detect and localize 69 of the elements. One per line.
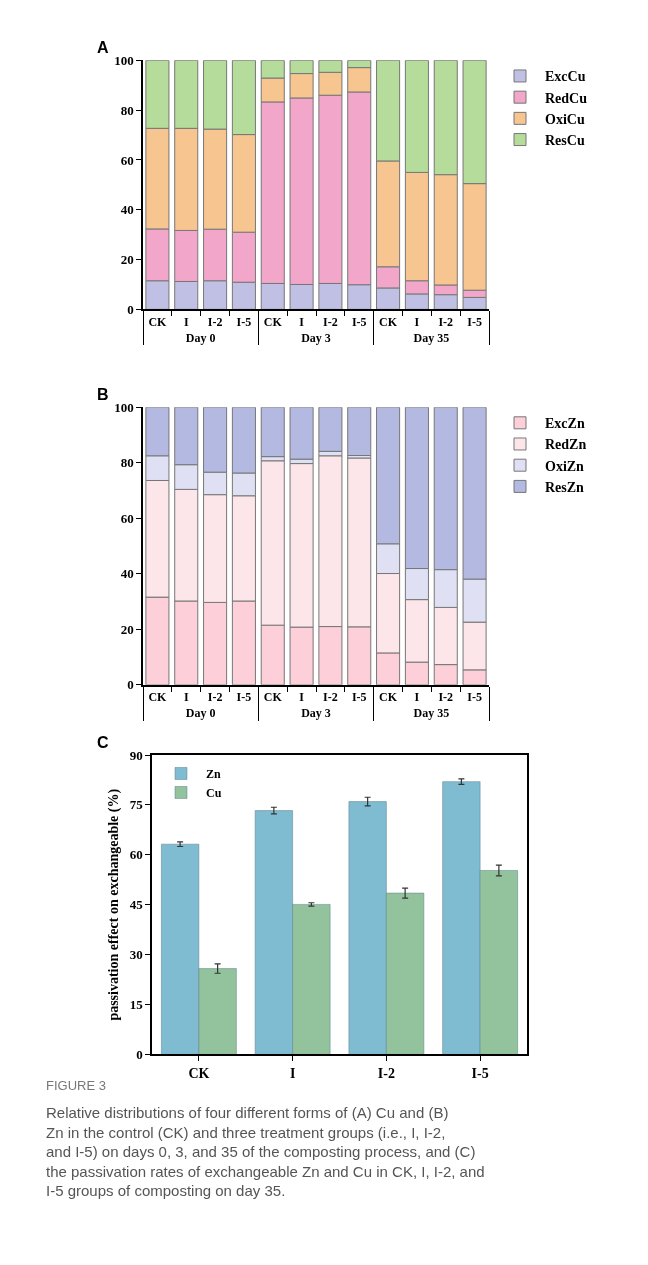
y-tick-label: 30 [129,947,143,963]
y-tick-label: 20 [120,252,134,268]
x-tick-label: I-2 [438,314,454,329]
text: Day 3 [301,330,331,345]
text: Day 3 [301,706,331,721]
y-tick-label: 80 [120,102,134,118]
y-tick-label: 15 [129,997,144,1013]
y-axis-title: passivation effect on exchangeable (%) [105,788,122,1021]
y-tick-label: 0 [127,301,134,317]
y-tick-label: 60 [120,152,134,168]
y-tick-label: 100 [114,399,134,415]
x-tick-label: I-2 [207,690,223,705]
y-tick-label: 60 [120,510,134,526]
y-tick-label: 90 [129,747,143,763]
chart-title: A [97,39,109,56]
x-tick-label: CK [148,690,168,705]
caption: FIGURE 3 [46,1078,106,1093]
x-tick-label: I-5 [236,690,252,705]
x-tick-label: CK [379,690,398,705]
x-tick-label: I-2 [323,314,338,329]
y-tick-label: 80 [120,455,134,471]
y-tick-label: 0 [127,677,134,693]
y-tick-label: 20 [120,621,134,637]
chart-title: C [97,734,109,751]
x-tick-label: I-5 [351,690,367,705]
legend-label: OxiCu [545,111,585,127]
text: Day 35 [413,330,450,345]
y-tick-label: 40 [120,566,134,582]
x-tick-label: I-2 [323,690,338,705]
text: Day 0 [185,330,216,345]
x-tick-label: CK [148,314,168,329]
x-tick-label: CK [263,690,283,705]
x-tick-label: I [414,314,420,329]
chart-title: B [97,386,109,403]
x-tick-label: I-2 [377,1065,395,1081]
x-tick-label: I-2 [438,690,454,705]
x-tick-label: I-5 [351,314,367,329]
x-tick-label: I [183,314,189,329]
x-tick-label: I [414,690,420,705]
legend-label: ExcZn [545,416,585,432]
x-tick-label: I-5 [236,314,252,329]
y-tick-label: 60 [129,847,143,863]
legend-label: RedCu [545,90,588,106]
x-tick-label: I [299,314,305,329]
x-tick-label: CK [188,1065,210,1081]
legend-label: Cu [206,786,222,801]
x-tick-label: I [299,690,305,705]
x-tick-label: I [289,1065,296,1081]
text: Relative distributions of four different forms of (A) Cu and (B) Zn in the control (CK) and three treatment groups (i.e., I, I-2, and I-5) on days 0, 3, and 35 of the composting process, and (C) the passivation rates of exchangeable Zn and Cu in CK, I, I-2, and I-5 groups of composting on day 35. [46,1104,485,1199]
y-tick-label: 40 [120,202,134,218]
x-tick-label: I-2 [207,314,223,329]
legend-label: RedZn [545,437,587,453]
legend-label: Zn [206,767,221,782]
y-tick-label: 45 [129,897,144,913]
x-tick-label: CK [263,314,283,329]
x-tick-label: I-5 [467,690,482,705]
text: Day 35 [413,706,450,721]
y-tick-label: 100 [114,52,134,68]
y-tick-label: 0 [136,1046,143,1062]
x-tick-label: I-5 [471,1065,489,1081]
legend-label: ResCu [545,133,585,149]
y-tick-label: 75 [129,797,144,813]
x-tick-label: CK [379,314,398,329]
legend-label: ExcCu [545,69,586,85]
x-tick-label: I-5 [467,314,482,329]
x-tick-label: I [183,690,189,705]
text: Day 0 [185,706,216,721]
legend-label: ResZn [545,479,585,495]
legend-label: OxiZn [545,458,585,474]
